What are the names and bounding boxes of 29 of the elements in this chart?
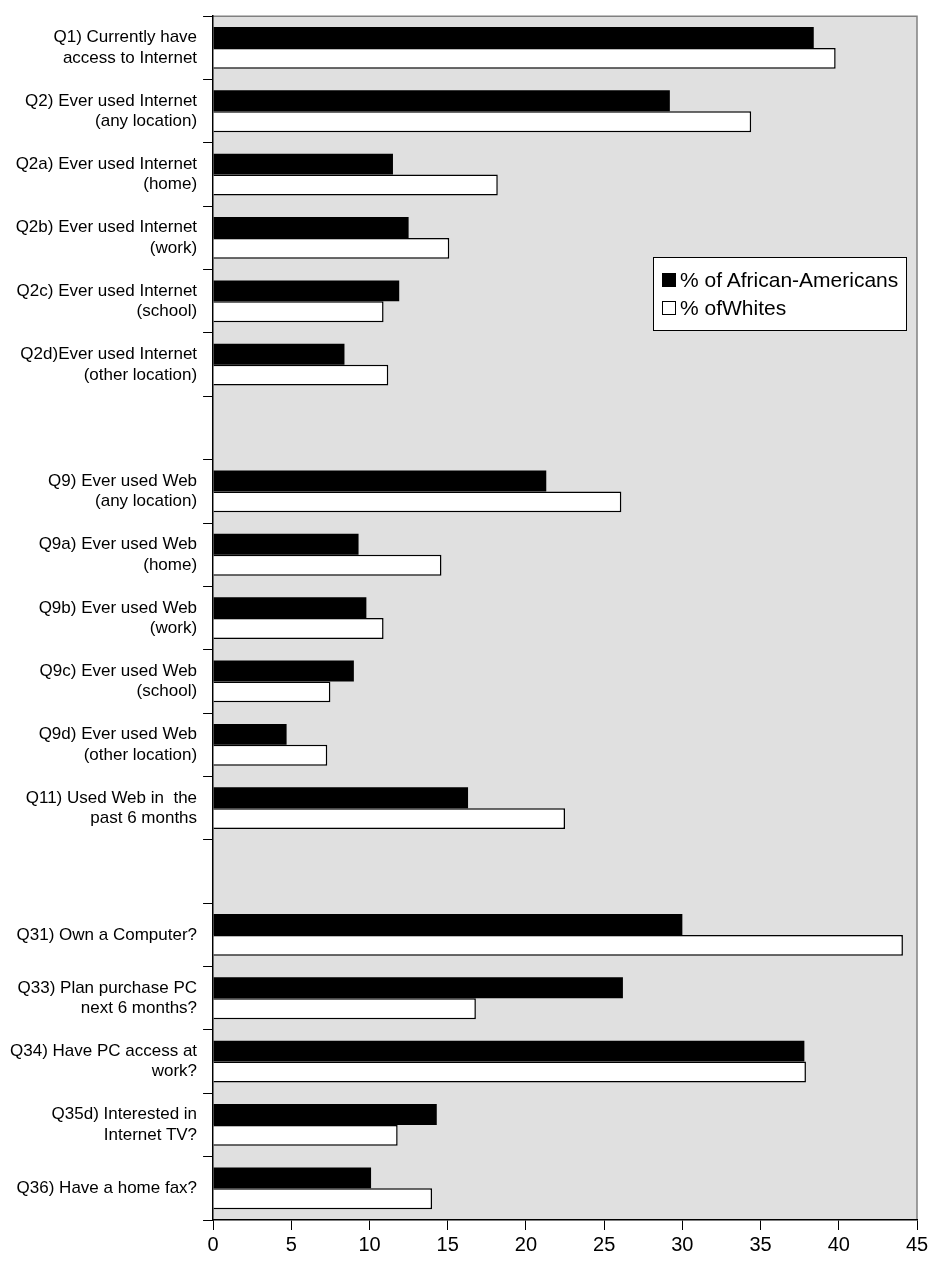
y-tick-label: Q1) Currently have access to Internet [53, 27, 198, 67]
legend-label: % of African-Americans [680, 267, 899, 292]
y-tick-label: Q2b) Ever used Internet (work) [15, 217, 198, 257]
y-tick-label: Q2c) Ever used Internet (school) [16, 280, 198, 321]
x-tick-label: 45 [905, 1232, 929, 1255]
y-tick-label: Q11) Used Web in the past 6 months [25, 787, 198, 828]
x-tick-label: 30 [671, 1232, 694, 1255]
y-tick-label: Q36) Have a home fax? [16, 1178, 198, 1198]
y-tick-label: Q9c) Ever used Web (school) [39, 660, 198, 701]
legend-label: % ofWhites [680, 295, 787, 320]
y-tick-label: Q9a) Ever used Web (home) [38, 534, 198, 574]
x-tick-label: 5 [285, 1232, 297, 1255]
y-tick-label: Q9b) Ever used Web (work) [38, 597, 198, 637]
y-tick-label: Q35d) Interested in Internet TV? [51, 1104, 198, 1144]
y-tick-label: Q2) Ever used Internet (any location) [25, 90, 198, 131]
y-tick-label: Q33) Plan purchase PC next 6 months? [17, 977, 198, 1018]
y-tick-label: Q31) Own a Computer? [16, 924, 198, 944]
y-tick-label: Q2a) Ever used Internet (home) [15, 154, 198, 194]
x-tick-label: 10 [358, 1232, 381, 1255]
y-tick-label: Q9) Ever used Web (any location) [48, 470, 198, 511]
x-tick-label: 40 [827, 1232, 850, 1255]
x-tick-label: 15 [436, 1232, 459, 1255]
y-tick-label: Q34) Have PC access at work? [10, 1041, 198, 1081]
x-tick-label: 25 [593, 1232, 616, 1255]
x-tick-label: 20 [514, 1232, 538, 1255]
x-tick-label: 0 [207, 1232, 219, 1255]
y-tick-label: Q2d)Ever used Internet (other location) [20, 344, 198, 384]
x-tick-label: 35 [749, 1232, 772, 1255]
y-tick-label: Q9d) Ever used Web (other location) [38, 724, 198, 764]
